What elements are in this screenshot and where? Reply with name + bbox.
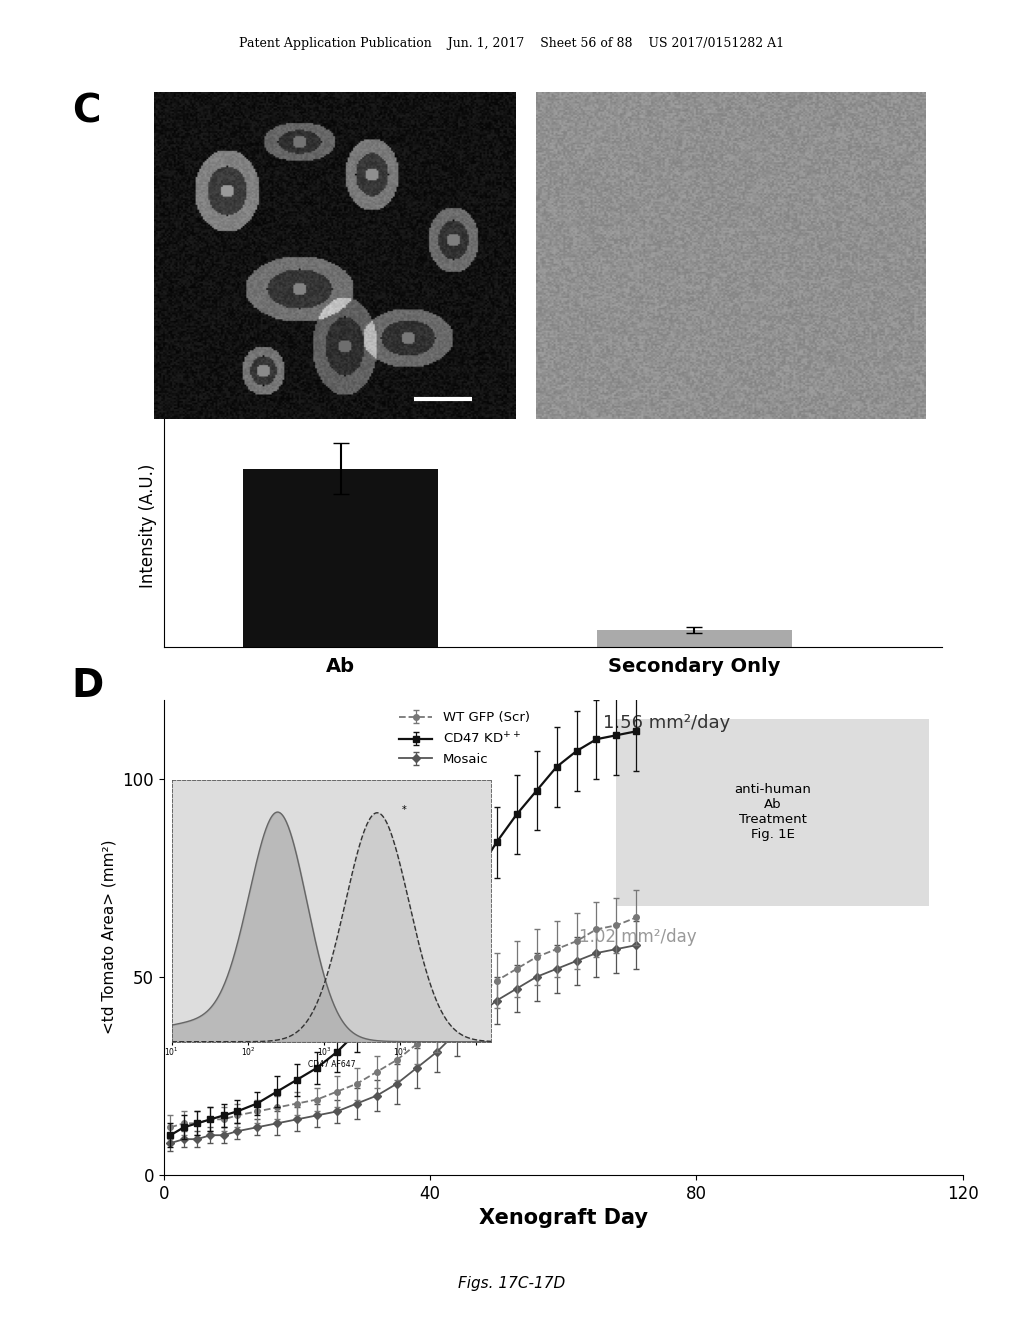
Text: 1.56 mm²/day: 1.56 mm²/day — [603, 714, 730, 731]
Text: anti-human
Ab
Treatment
Fig. 1E: anti-human Ab Treatment Fig. 1E — [734, 784, 811, 841]
Text: D: D — [72, 667, 103, 705]
FancyBboxPatch shape — [616, 719, 930, 906]
Y-axis label: Intensity (A.U.): Intensity (A.U.) — [139, 465, 157, 589]
Bar — [597, 630, 792, 647]
Y-axis label: <td Tomato Area> (mm²): <td Tomato Area> (mm²) — [102, 840, 117, 1035]
Text: Patent Application Publication    Jun. 1, 2017    Sheet 56 of 88    US 2017/0151: Patent Application Publication Jun. 1, 2… — [240, 37, 784, 50]
Text: Figs. 17C-17D: Figs. 17C-17D — [459, 1276, 565, 1291]
Text: C: C — [72, 92, 100, 131]
Legend: WT GFP (Scr), CD47 KD$^{++}$, Mosaic: WT GFP (Scr), CD47 KD$^{++}$, Mosaic — [394, 706, 536, 771]
Bar — [244, 469, 438, 647]
Text: 1.02 mm²/day: 1.02 mm²/day — [580, 928, 696, 945]
X-axis label: Xenograft Day: Xenograft Day — [478, 1208, 648, 1228]
